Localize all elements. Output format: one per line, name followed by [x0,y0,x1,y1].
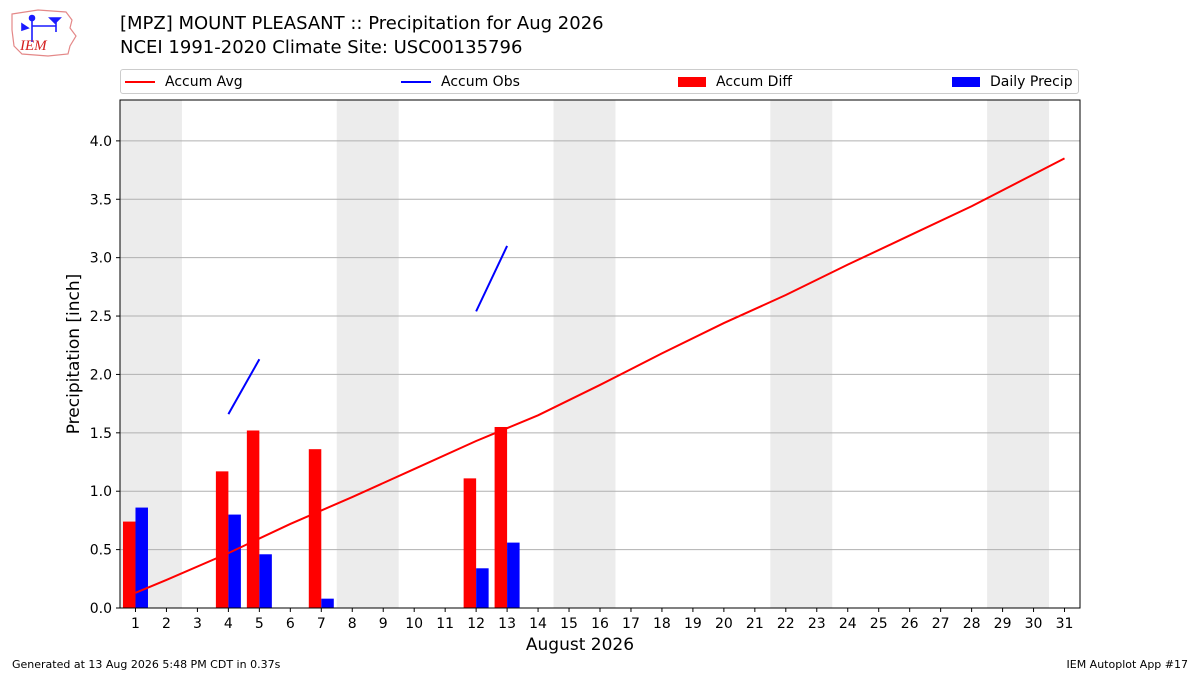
legend-label-accum-obs: Accum Obs [441,74,520,90]
logo-text: IEM [19,38,48,54]
y-axis-label: Precipitation [inch] [64,274,84,435]
x-tick-label: 29 [994,616,1012,632]
weather-station-icon [21,14,62,42]
x-tick-label: 18 [653,616,671,632]
x-tick-label: 8 [348,616,357,632]
x-tick-label: 30 [1025,616,1043,632]
weekend-band [553,100,616,608]
weekend-band [336,100,399,608]
legend-label-accum-avg: Accum Avg [165,74,243,90]
x-axis-label: August 2026 [526,635,634,655]
daily-precip-bar [259,554,272,608]
y-tick-label: 3.0 [90,251,112,267]
legend-item-daily-precip: Daily Precip [952,73,1073,91]
legend-item-accum-diff: Accum Diff [678,73,792,91]
x-tick-label: 28 [963,616,981,632]
accum-diff-bar [246,430,260,608]
x-tick-label: 5 [255,616,264,632]
accum-diff-bar [122,521,136,608]
iem-logo: IEM [11,9,77,57]
accum-diff-bar [308,449,322,608]
y-tick-label: 2.0 [90,367,112,383]
x-tick-label: 20 [715,616,733,632]
chart-title: [MPZ] MOUNT PLEASANT :: Precipitation fo… [120,13,604,34]
plot-frame [119,99,1081,609]
x-tick-label: 25 [870,616,888,632]
x-tick-label: 1 [131,616,140,632]
weekend-band [770,100,833,608]
y-tick-label: 1.5 [90,426,112,442]
legend-label-daily-precip: Daily Precip [990,74,1073,90]
x-tick-label: 7 [317,616,326,632]
y-tick-label: 4.0 [90,134,112,150]
x-tick-label: 3 [193,616,202,632]
weekend-band [987,100,1050,608]
legend-swatch-accum-obs [401,81,431,83]
x-tick-label: 23 [808,616,826,632]
legend-swatch-accum-avg [125,81,155,83]
x-tick-label: 2 [162,616,171,632]
daily-precip-bar [507,542,520,608]
legend-swatch-daily-precip [952,77,980,87]
daily-precip-bar [321,598,334,608]
legend-item-accum-obs: Accum Obs [401,73,520,91]
legend-item-accum-avg: Accum Avg [125,73,243,91]
x-tick-label: 14 [529,616,547,632]
accum-avg-line [135,157,1065,594]
y-tick-label: 1.0 [90,484,112,500]
x-tick-label: 17 [622,616,640,632]
x-tick-label: 12 [467,616,485,632]
x-tick-label: 10 [405,616,423,632]
accum-diff-bar [494,426,508,608]
accum-diff-bar [215,471,229,608]
accum-obs-line [475,245,509,312]
x-tick-label: 26 [901,616,919,632]
x-tick-label: 21 [746,616,764,632]
daily-precip-bar [228,514,241,608]
x-tick-label: 11 [436,616,454,632]
y-tick-label: 0.0 [90,601,112,617]
legend: Accum Avg Accum Obs Accum Diff Daily Pre… [120,69,1079,94]
x-tick-label: 24 [839,616,857,632]
x-tick-label: 22 [777,616,795,632]
x-tick-label: 9 [379,616,388,632]
y-tick-label: 3.5 [90,192,112,208]
x-tick-label: 6 [286,616,295,632]
y-tick-label: 2.5 [90,309,112,325]
daily-precip-bar [135,507,148,608]
legend-label-accum-diff: Accum Diff [716,74,793,90]
x-tick-label: 4 [224,616,233,632]
footer-generated-text: Generated at 13 Aug 2026 5:48 PM CDT in … [12,658,281,671]
footer-app-label: IEM Autoplot App #17 [1066,658,1189,671]
x-tick-label: 19 [684,616,702,632]
x-tick-label: 13 [498,616,516,632]
x-tick-label: 15 [560,616,578,632]
daily-precip-bar [476,568,489,608]
chart-subtitle: NCEI 1991-2020 Climate Site: USC00135796 [120,37,523,58]
accum-diff-bar [463,478,477,608]
x-tick-label: 31 [1056,616,1074,632]
accum-obs-line [227,358,261,415]
x-tick-label: 27 [932,616,950,632]
y-tick-label: 0.5 [90,543,112,559]
legend-swatch-accum-diff [678,77,706,87]
x-tick-label: 16 [591,616,609,632]
